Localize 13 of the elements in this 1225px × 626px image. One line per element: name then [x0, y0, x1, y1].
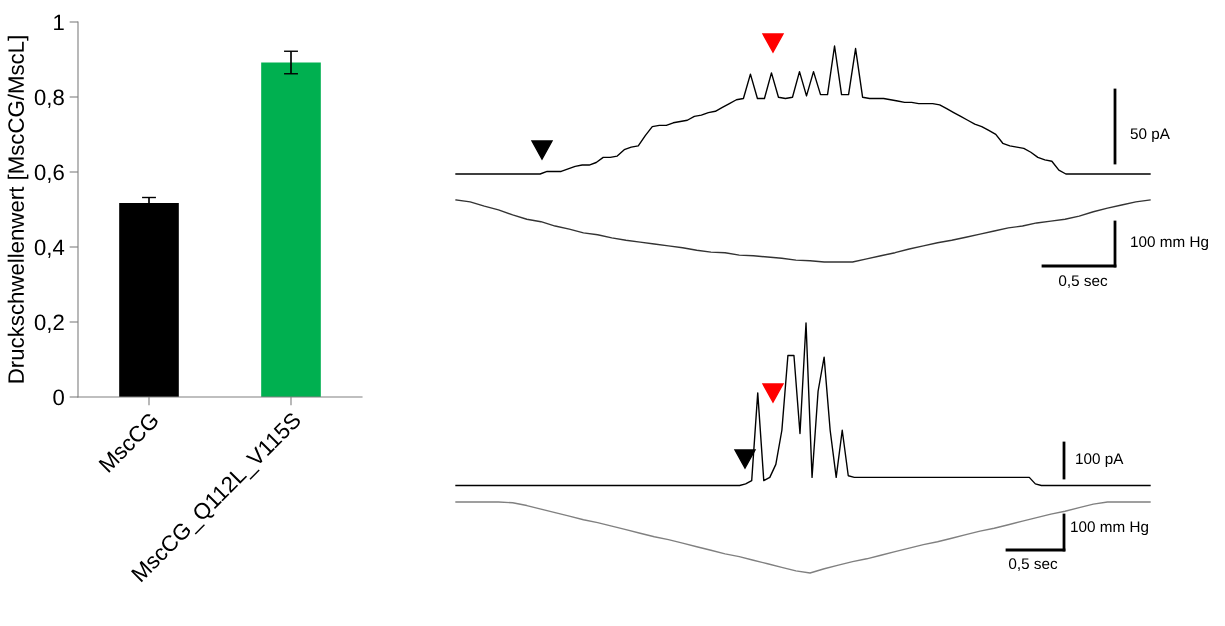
annotation: 50 pA	[1130, 128, 1170, 143]
y-axis-title: Druckschwellenwert [MscCG/MscL]	[7, 36, 29, 383]
annotation: 100 pA	[1076, 453, 1124, 468]
annotation: 0,5 sec	[1008, 558, 1058, 571]
y-tick-label: 0,4	[34, 239, 65, 258]
y-tick-label: 0,6	[34, 164, 64, 183]
text: 0,5 sec	[1058, 275, 1108, 288]
y-tick-label: 0	[53, 389, 64, 406]
annotation: 100 mm Hg	[1131, 236, 1208, 251]
y-tick-label: 1	[54, 14, 64, 31]
y-tick-label: 0,2	[34, 314, 64, 333]
annotation: 100 mm Hg	[1071, 521, 1148, 536]
y-tick-label: 0,8	[34, 89, 64, 108]
